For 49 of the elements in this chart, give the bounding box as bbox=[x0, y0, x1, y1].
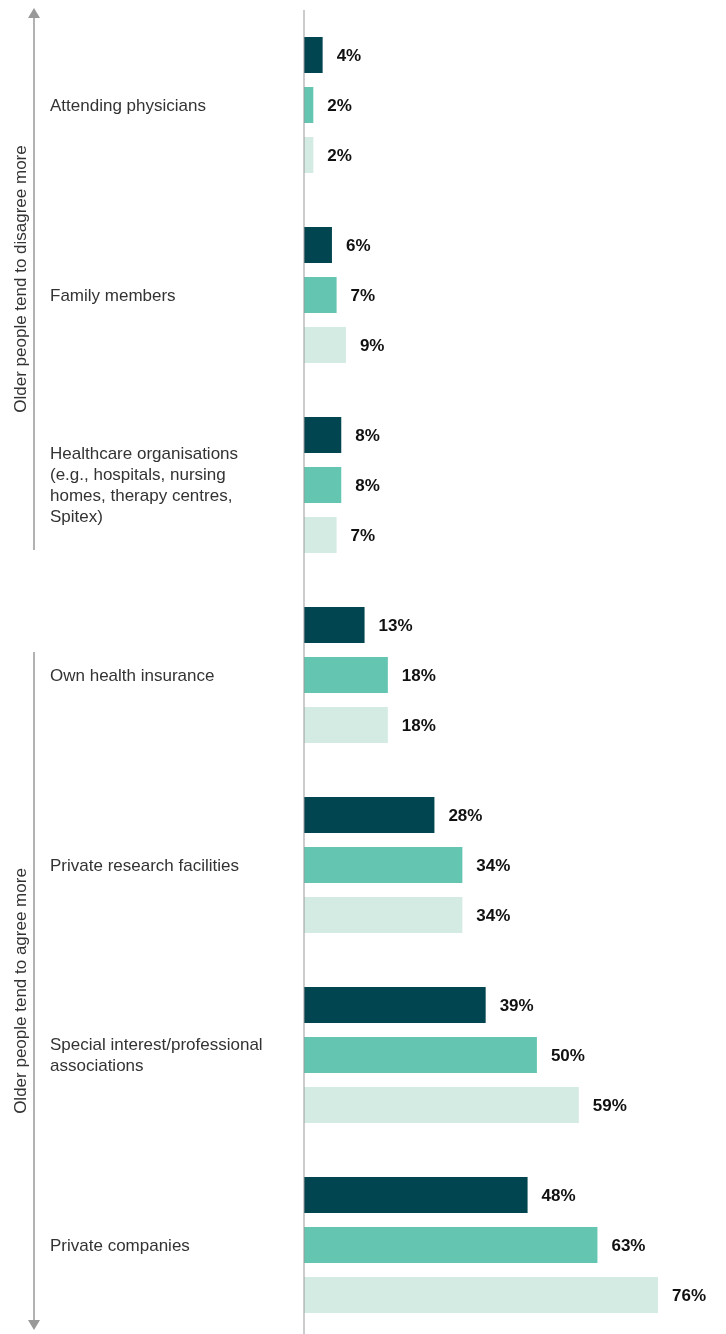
data-label: 2% bbox=[327, 95, 352, 115]
data-label: 39% bbox=[499, 995, 534, 1015]
data-label: 76% bbox=[672, 1285, 707, 1305]
y-tick-label: Attending physicians bbox=[50, 95, 206, 115]
data-label: 18% bbox=[401, 715, 436, 735]
data-label: 13% bbox=[378, 615, 413, 635]
data-label: 18% bbox=[401, 665, 436, 685]
bar bbox=[304, 277, 337, 313]
y-tick-label: Special interest/professional associations bbox=[50, 1035, 263, 1075]
bar bbox=[304, 1037, 537, 1073]
y-tick-label: Private research facilities bbox=[50, 855, 239, 875]
bar bbox=[304, 1177, 528, 1213]
bar bbox=[304, 227, 332, 263]
data-label: 6% bbox=[345, 235, 371, 255]
data-label: 48% bbox=[541, 1185, 576, 1205]
data-label: 59% bbox=[592, 1095, 627, 1115]
data-label: 63% bbox=[611, 1235, 646, 1255]
bar bbox=[304, 417, 342, 453]
bar bbox=[304, 847, 463, 883]
y-tick-label: Own health insurance bbox=[50, 665, 215, 685]
bar bbox=[304, 517, 337, 553]
data-label: 2% bbox=[327, 145, 352, 165]
y-tick-label: Healthcare organisations (e.g., hospitals, nursing homes, therapy centres, Spitex) bbox=[50, 444, 239, 526]
bar bbox=[304, 1087, 579, 1123]
bar bbox=[304, 467, 342, 503]
data-label: 8% bbox=[355, 425, 380, 445]
bar bbox=[304, 657, 388, 693]
data-label: 4% bbox=[336, 45, 362, 65]
data-label: 28% bbox=[448, 805, 483, 825]
bar bbox=[304, 1227, 598, 1263]
bar bbox=[304, 707, 388, 743]
y-tick-label: Private companies bbox=[50, 1235, 190, 1255]
data-label: 34% bbox=[476, 905, 511, 925]
text: Older people tend to disagree more bbox=[10, 145, 30, 413]
data-label: 7% bbox=[350, 525, 376, 545]
data-label: 9% bbox=[359, 335, 385, 355]
bar bbox=[304, 607, 365, 643]
data-label: 34% bbox=[476, 855, 511, 875]
bar bbox=[304, 897, 463, 933]
data-label: 7% bbox=[350, 285, 376, 305]
bar bbox=[304, 37, 323, 73]
bar bbox=[304, 797, 435, 833]
bar bbox=[304, 327, 346, 363]
text: Older people tend to agree more bbox=[10, 868, 30, 1114]
bar bbox=[304, 987, 486, 1023]
bar bbox=[304, 1277, 658, 1313]
y-tick-label: Family members bbox=[50, 285, 176, 305]
data-label: 50% bbox=[550, 1045, 585, 1065]
data-label: 8% bbox=[355, 475, 380, 495]
